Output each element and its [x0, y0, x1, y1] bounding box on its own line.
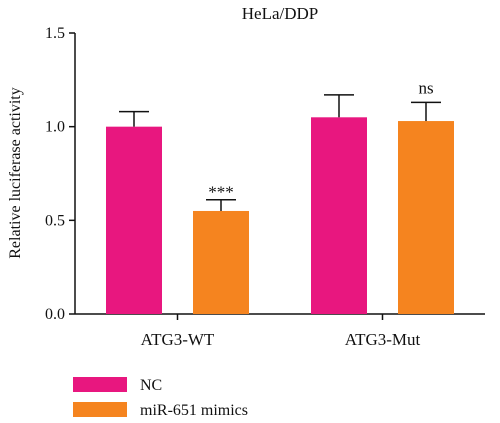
bar: [311, 117, 367, 314]
bars-group: *** ns: [106, 78, 454, 315]
legend-label: NC: [140, 377, 162, 394]
legend-label: miR-651 mimics: [140, 402, 248, 419]
x-tick-label: ATG3-WT: [141, 330, 215, 349]
y-axis-label: Relative luciferase activity: [7, 87, 24, 258]
y-tick-label: 1.0: [45, 119, 65, 136]
bar: [106, 126, 162, 315]
bar: [398, 121, 454, 315]
significance-label: ns: [418, 78, 433, 97]
chart-title: HeLa/DDP: [242, 4, 318, 23]
y-tick-label: 0.5: [45, 212, 65, 229]
y-tick-label: 1.5: [45, 25, 65, 42]
y-tick-label: 0.0: [45, 306, 65, 323]
legend: NC miR-651 mimics: [73, 377, 248, 419]
legend-swatch: [73, 377, 127, 392]
x-tick-label: ATG3-Mut: [345, 330, 421, 349]
bar: [193, 210, 249, 314]
legend-swatch: [73, 402, 127, 417]
significance-label: ***: [208, 183, 234, 202]
